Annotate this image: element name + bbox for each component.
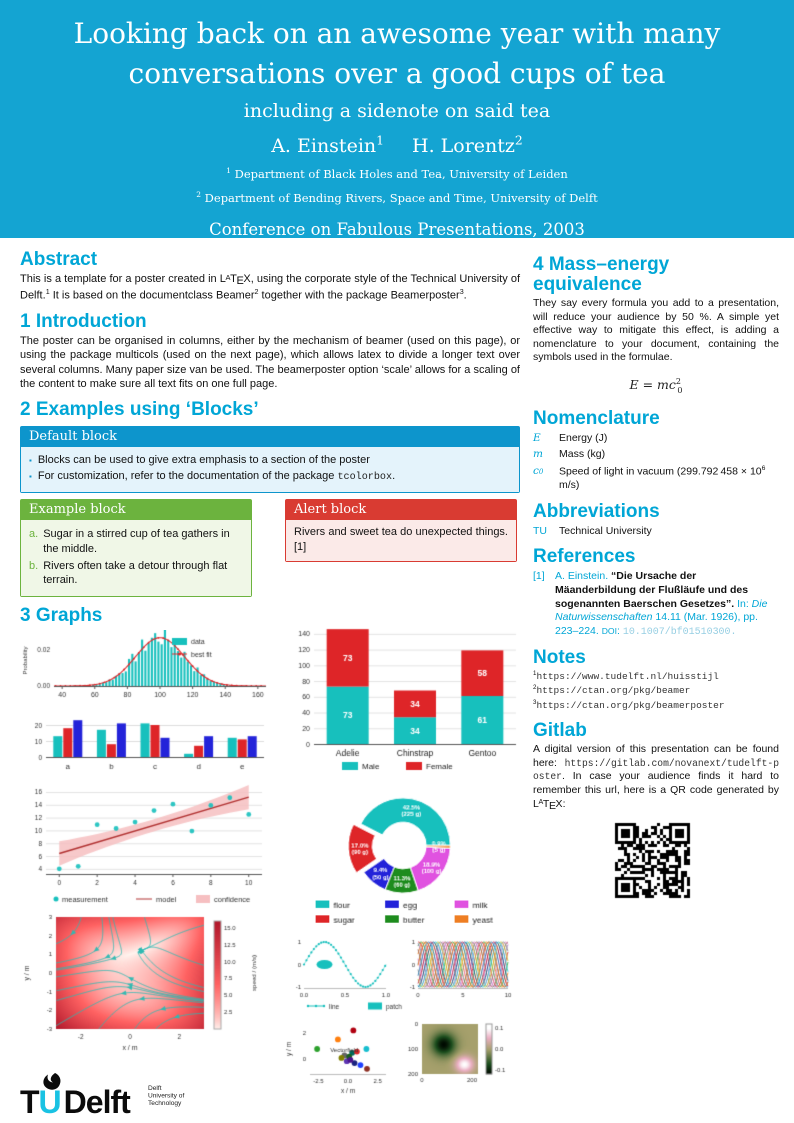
example-block-body: a. Sugar in a stirred cup of tea gathers … bbox=[21, 519, 251, 597]
abbreviation-list: TU Technical University bbox=[533, 525, 779, 539]
block-row: Example block a. Sugar in a stirred cup o… bbox=[20, 493, 520, 598]
histogram-fit-chart bbox=[20, 630, 272, 709]
right-column: 4 Mass–energy equivalence They say every… bbox=[533, 246, 779, 904]
qr-code bbox=[611, 819, 695, 904]
regression-chart bbox=[20, 778, 272, 909]
default-block-body: ▪ Blocks can be used to give extra emphas… bbox=[21, 447, 519, 492]
poster-subtitle: including a sidenote on said tea bbox=[243, 99, 551, 122]
note-item: 3https://ctan.org/pkg/beamerposter bbox=[533, 698, 725, 711]
notes-list: 1https://www.tudelft.nl/huisstijl 2https:… bbox=[533, 670, 779, 713]
default-block-item: ▪ Blocks can be used to give extra emphas… bbox=[29, 454, 370, 467]
nomenclature-item: c0 Speed of light in vacuum (299.792 458 … bbox=[533, 464, 766, 492]
default-block-item: ▪ For customization, refer to the documen… bbox=[29, 470, 396, 484]
abstract-text: This is a template for a poster created … bbox=[20, 272, 520, 302]
alert-block-text: Rivers and sweet tea do unexpected thing… bbox=[286, 519, 516, 561]
reference-entry: [1] A. Einstein. “Die Ursache der Mäander… bbox=[533, 570, 768, 637]
svg-text:TUDelft: TUDelft bbox=[20, 1084, 131, 1118]
mass-energy-heading: 4 Mass–energy equivalence bbox=[533, 254, 670, 295]
mass-energy-text: They say every formula you add to a pres… bbox=[533, 296, 779, 364]
charts-area: TUDelft Delft University of Technology bbox=[20, 618, 522, 1118]
affiliation-list: 1 Department of Black Holes and Tea, Uni… bbox=[0, 166, 794, 205]
introduction-text: The poster can be organised in columns, … bbox=[20, 335, 520, 390]
notes-heading: Notes bbox=[533, 646, 586, 668]
mass-energy-formula: E = mc20 bbox=[629, 377, 683, 395]
small-multiples-chart bbox=[284, 935, 522, 1098]
nomenclature-item: E Energy (J) bbox=[533, 431, 608, 444]
poster-header: Looking back on an awesome year with man… bbox=[0, 0, 794, 240]
abbreviation-item: TU Technical University bbox=[533, 524, 652, 537]
references-heading: References bbox=[533, 546, 636, 568]
stacked-bar-chart bbox=[284, 618, 522, 775]
note-item: 1https://www.tudelft.nl/huisstijl bbox=[533, 669, 719, 682]
example-block-title: Example block bbox=[21, 499, 251, 520]
reference-list: [1] A. Einstein. “Die Ursache der Mäander… bbox=[533, 570, 779, 639]
donut-chart bbox=[284, 782, 522, 928]
example-block-item: a. Sugar in a stirred cup of tea gathers … bbox=[29, 527, 230, 555]
flame-icon bbox=[43, 1073, 61, 1090]
author: H. Lorentz2 bbox=[412, 133, 523, 157]
abstract-heading: Abstract bbox=[20, 249, 98, 270]
charts-left-column: TUDelft Delft University of Technology bbox=[20, 630, 272, 1118]
note-item: 2https://ctan.org/pkg/beamer bbox=[533, 684, 691, 697]
alert-block: Alert block Rivers and sweet tea do unex… bbox=[285, 498, 517, 562]
alert-block-title: Alert block bbox=[286, 499, 516, 520]
author: A. Einstein1 bbox=[271, 133, 384, 157]
nomenclature-list: E Energy (J) m Mass (kg) c0 Speed of light in… bbox=[533, 432, 779, 493]
graphs-heading: 3 Graphs bbox=[20, 605, 103, 627]
default-block: Default block ▪ Blocks can be used to giv… bbox=[20, 426, 520, 493]
blocks-heading: 2 Examples using ‘Blocks’ bbox=[20, 399, 259, 421]
example-block-item: b. Rivers often take a detour through fla… bbox=[29, 559, 228, 587]
nomenclature-heading: Nomenclature bbox=[533, 407, 660, 429]
affiliation: 2 Department of Bending Rivers, Space an… bbox=[196, 189, 598, 205]
charts-right-column bbox=[284, 618, 522, 1118]
poster-title: Looking back on an awesome year with man… bbox=[73, 17, 721, 90]
svg-text:Delft University o: Delft University of Technology bbox=[148, 1085, 186, 1107]
grouped-bar-chart bbox=[20, 713, 272, 774]
gitlab-text: A digital version of this presentation c… bbox=[533, 743, 779, 812]
left-column: Abstract This is a template for a poster… bbox=[20, 246, 522, 1118]
author-list: A. Einstein1 H. Lorentz2 bbox=[0, 134, 794, 157]
affiliation: 1 Department of Black Holes and Tea, Uni… bbox=[226, 165, 568, 181]
conference-line: Conference on Fabulous Presentations, 20… bbox=[209, 220, 585, 240]
example-block: Example block a. Sugar in a stirred cup o… bbox=[20, 498, 252, 598]
nomenclature-item: m Mass (kg) bbox=[533, 448, 606, 461]
introduction-heading: 1 Introduction bbox=[20, 311, 147, 333]
gitlab-heading: Gitlab bbox=[533, 720, 587, 742]
default-block-title: Default block bbox=[21, 427, 519, 448]
tudelft-logo: TUDelft Delft University of Technology bbox=[20, 1073, 186, 1118]
streamplot-chart bbox=[20, 913, 272, 1060]
abbreviations-heading: Abbreviations bbox=[533, 500, 660, 522]
